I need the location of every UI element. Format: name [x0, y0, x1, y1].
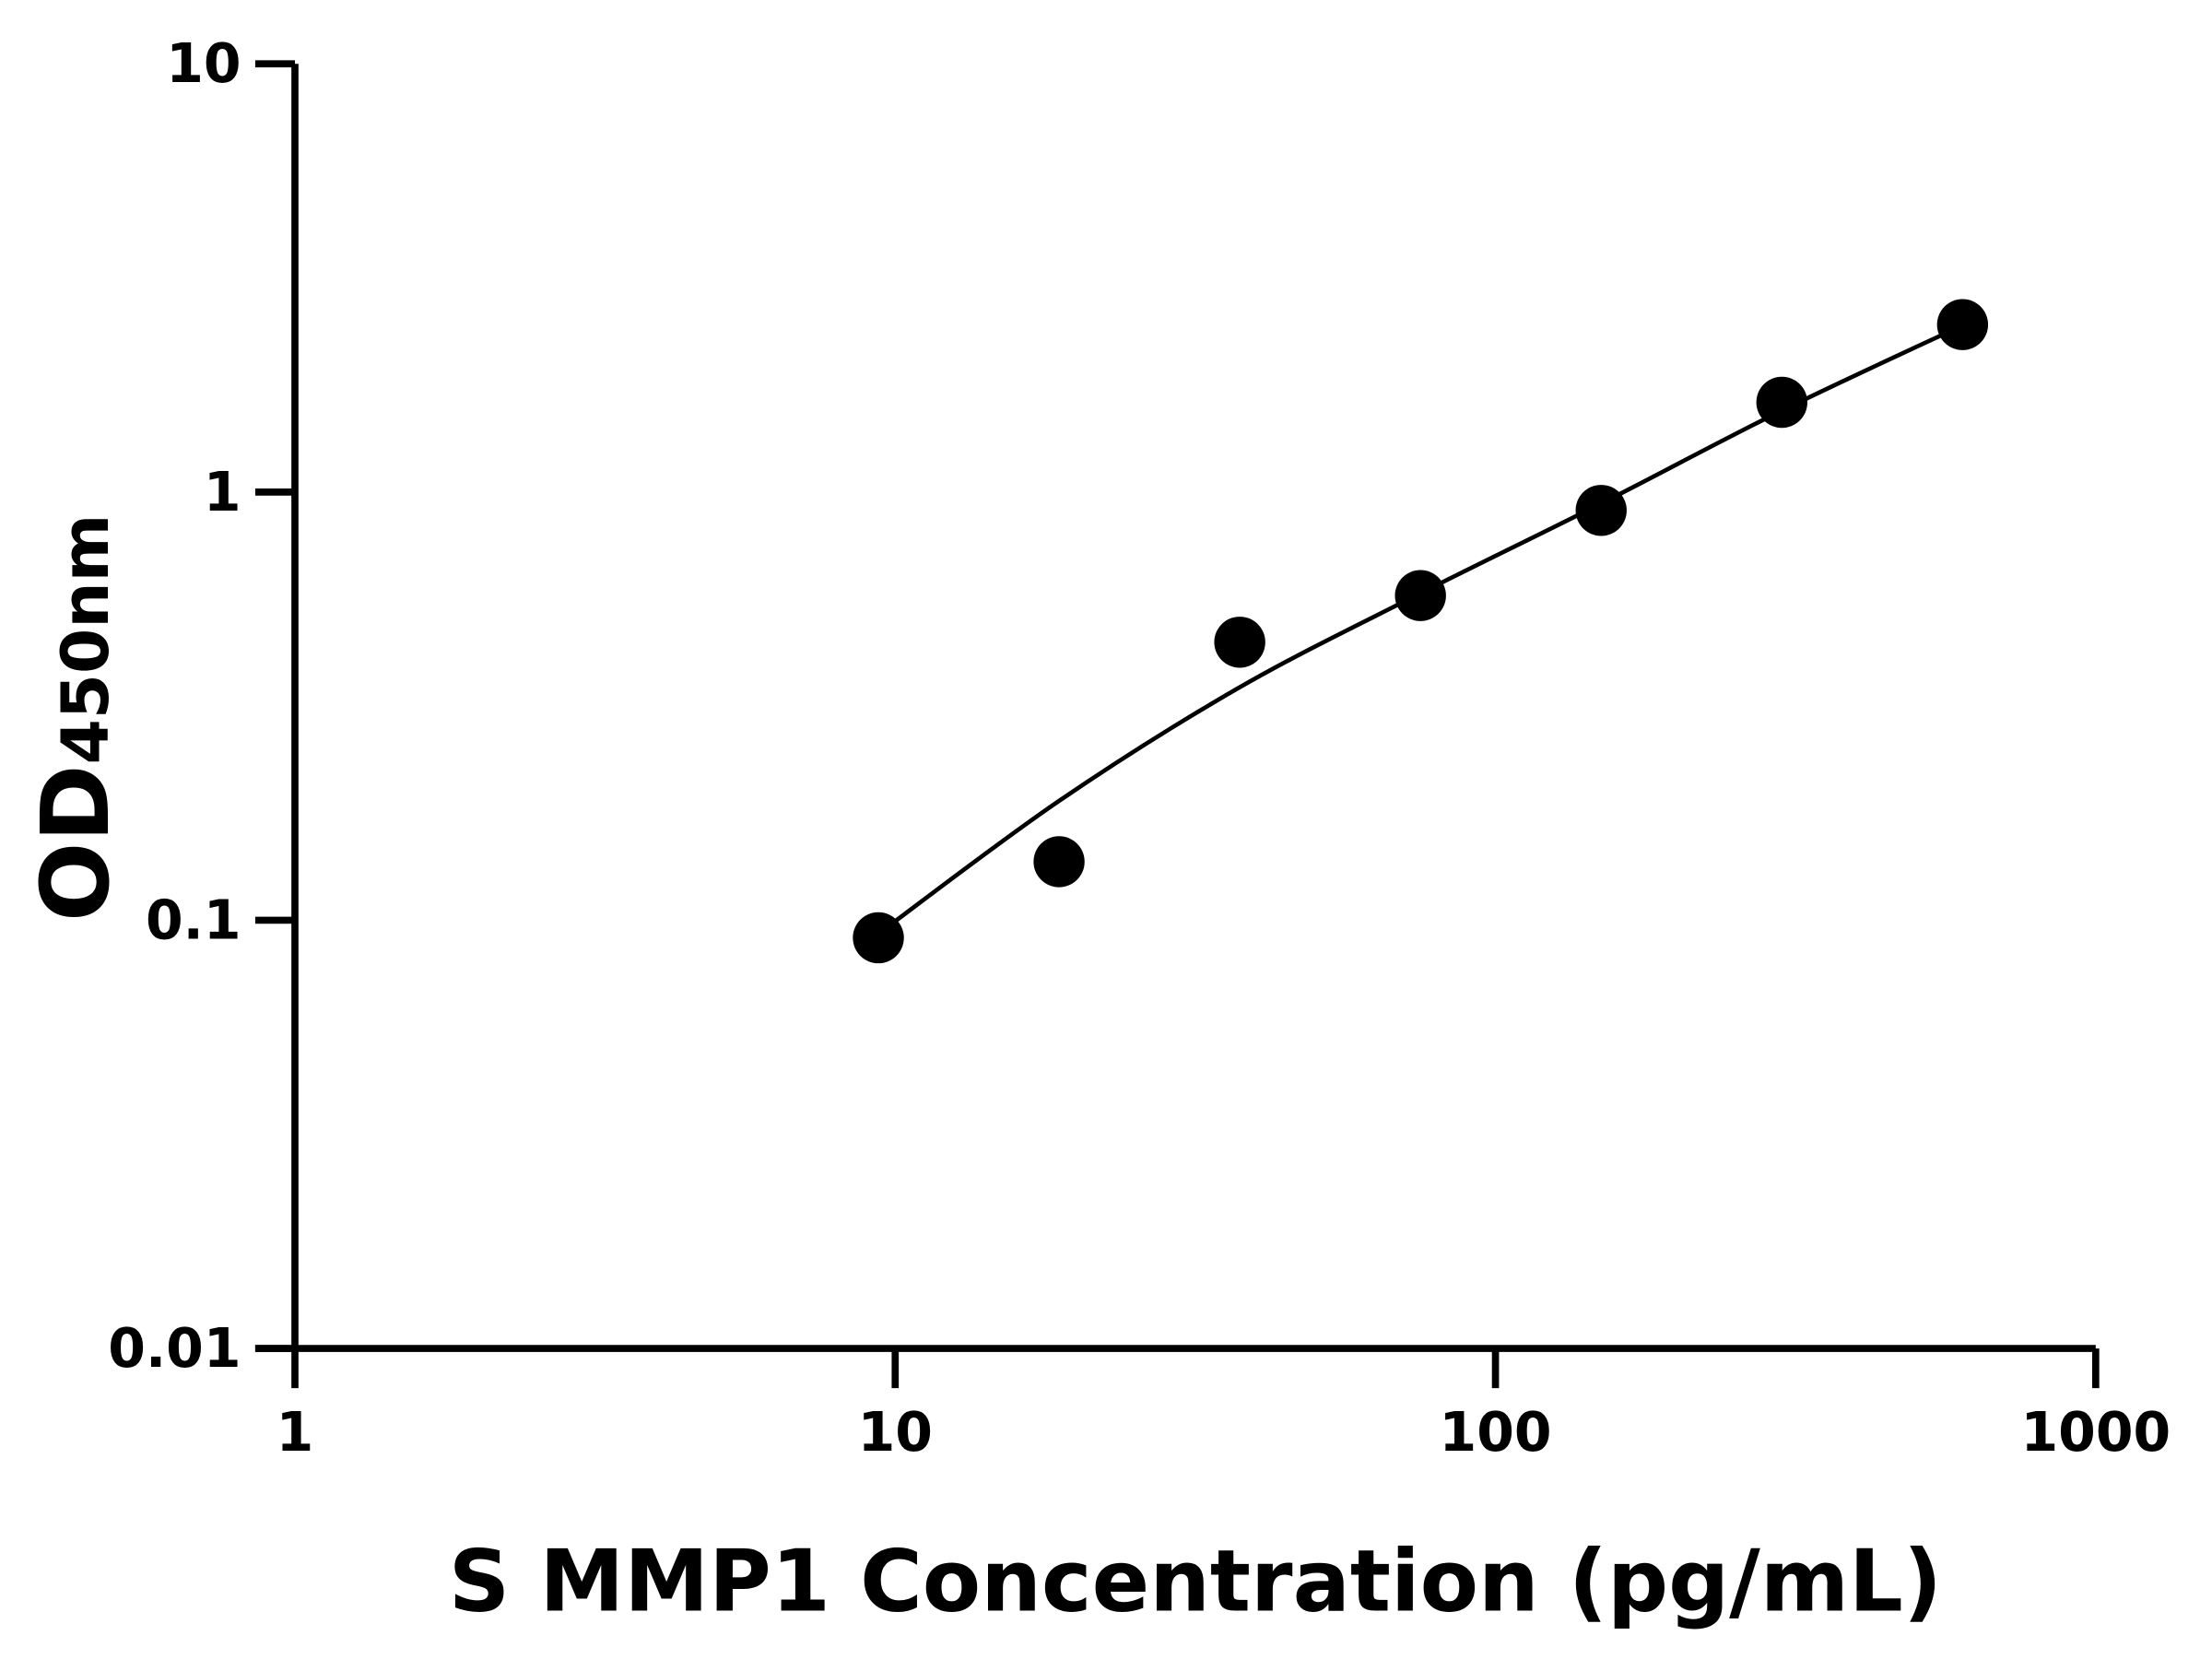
axes: 1 10 100 1000 0.01 0.1 1 10 [108, 32, 2171, 1464]
data-points [853, 299, 1989, 964]
y-tick-label: 0.1 [146, 888, 241, 951]
x-axis-label: S MMP1 Concentration (pg/mL) [449, 1532, 1942, 1631]
y-tick-label: 0.01 [108, 1317, 241, 1380]
data-point [853, 912, 904, 964]
data-point [1575, 485, 1627, 536]
y-tick-label: 1 [204, 461, 241, 524]
y-axis-label: OD450nm [21, 514, 130, 922]
x-tick-label: 1 [276, 1401, 314, 1464]
data-point [1033, 836, 1085, 888]
data-point [1394, 570, 1446, 621]
x-tick-label: 1000 [2021, 1401, 2171, 1464]
x-tick-label: 10 [858, 1401, 933, 1464]
data-point [1756, 376, 1807, 429]
y-axis-label-sub: 450nm [47, 514, 124, 765]
y-tick-label: 10 [166, 32, 241, 95]
data-point [1214, 617, 1265, 668]
data-point [1936, 299, 1989, 350]
y-axis-label-main: OD [21, 764, 130, 922]
x-tick-label: 100 [1440, 1401, 1552, 1464]
